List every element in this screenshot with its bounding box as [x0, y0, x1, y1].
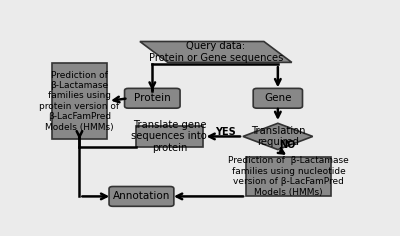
FancyBboxPatch shape [253, 88, 302, 108]
Text: Translate gene
sequences into
protein: Translate gene sequences into protein [132, 120, 207, 153]
Text: Prediction of  β-Lactamase
families using nucleotide
version of β-LacFamPred
Mod: Prediction of β-Lactamase families using… [228, 156, 349, 197]
FancyBboxPatch shape [109, 186, 174, 206]
Text: Query data:
Protein or Gene sequences: Query data: Protein or Gene sequences [149, 41, 283, 63]
Bar [246, 157, 331, 196]
Text: Gene: Gene [264, 93, 292, 103]
Text: Annotation: Annotation [113, 191, 170, 201]
Bar [52, 63, 106, 139]
Polygon shape [243, 123, 313, 150]
Text: YES: YES [216, 127, 236, 137]
Polygon shape [140, 42, 292, 62]
Text: Prediction of
β-Lactamase
families using
protein version of
β-LacFamPred
Models : Prediction of β-Lactamase families using… [39, 71, 120, 131]
Bar [136, 126, 203, 147]
FancyBboxPatch shape [124, 88, 180, 108]
Text: Protein: Protein [134, 93, 171, 103]
Text: NO: NO [279, 140, 295, 150]
Text: Translation
required: Translation required [250, 126, 305, 147]
